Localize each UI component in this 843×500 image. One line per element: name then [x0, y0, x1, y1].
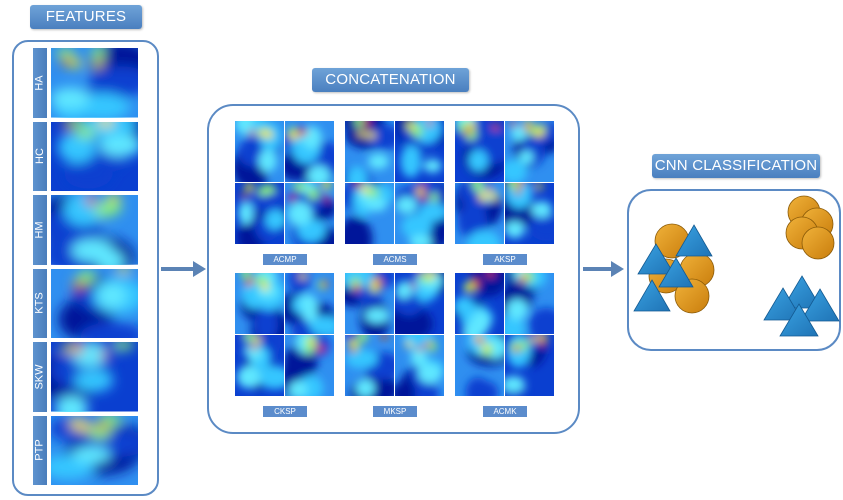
- triangle-shape: [763, 287, 803, 321]
- tile-heatmap-quadrant: [285, 335, 334, 396]
- triangle-shape: [637, 243, 675, 275]
- tile-heatmap-quadrant: [505, 335, 554, 396]
- tile-heatmap-quadrant: [455, 183, 504, 244]
- tile-heatmap-quadrant: [235, 121, 284, 182]
- tile-caption: ACMS: [373, 254, 417, 265]
- classification-title: CNN CLASSIFICATION: [652, 154, 820, 178]
- feature-heatmap: [51, 48, 138, 118]
- tile-heatmap-quadrant: [505, 273, 554, 334]
- feature-heatmap: [51, 342, 138, 412]
- feature-label: HC: [33, 121, 47, 191]
- tile-heatmap-quadrant: [285, 121, 334, 182]
- tile-heatmap-quadrant: [285, 273, 334, 334]
- tile-heatmap-quadrant: [345, 183, 394, 244]
- feature-label: HM: [33, 195, 47, 265]
- feature-label: KTS: [33, 268, 47, 338]
- triangle-shape: [633, 279, 671, 312]
- triangle-shape: [782, 275, 822, 309]
- circle-shape: [674, 278, 710, 314]
- tile-heatmap-quadrant: [395, 121, 444, 182]
- concatenation-title: CONCATENATION: [312, 68, 469, 92]
- tile-heatmap-quadrant: [235, 273, 284, 334]
- tile-heatmap-quadrant: [505, 121, 554, 182]
- tile-caption: MKSP: [373, 406, 417, 417]
- feature-heatmap: [51, 195, 138, 265]
- circle-shape: [801, 226, 835, 260]
- tile-heatmap-quadrant: [285, 183, 334, 244]
- tile-caption: ACMK: [483, 406, 527, 417]
- triangle-shape: [658, 257, 694, 288]
- tile-caption: AKSP: [483, 254, 527, 265]
- tile-heatmap-quadrant: [455, 121, 504, 182]
- feature-heatmap: [51, 121, 138, 191]
- tile-heatmap-quadrant: [505, 183, 554, 244]
- triangle-cluster: [763, 275, 840, 337]
- triangle-shape: [675, 224, 713, 257]
- tile-heatmap-quadrant: [455, 273, 504, 334]
- tile-heatmap-quadrant: [235, 335, 284, 396]
- tile-heatmap-quadrant: [345, 273, 394, 334]
- triangle-shape: [779, 303, 819, 337]
- arrow-features-to-concatenation: [161, 261, 206, 277]
- circle-cluster: [785, 195, 835, 260]
- tile-heatmap-quadrant: [345, 335, 394, 396]
- tile-heatmap-quadrant: [455, 335, 504, 396]
- feature-label: HA: [33, 48, 47, 118]
- tile-heatmap-quadrant: [395, 335, 444, 396]
- feature-label: SKW: [33, 342, 47, 412]
- feature-heatmap: [51, 415, 138, 485]
- tile-caption: CKSP: [263, 406, 307, 417]
- tile-heatmap-quadrant: [235, 183, 284, 244]
- triangle-shape: [800, 288, 840, 322]
- tile-caption: ACMP: [263, 254, 307, 265]
- arrow-concatenation-to-classification: [583, 261, 624, 277]
- feature-label: PTP: [33, 415, 47, 485]
- mixed-cluster: [633, 223, 715, 314]
- tile-heatmap-quadrant: [395, 183, 444, 244]
- tile-heatmap-quadrant: [345, 121, 394, 182]
- tile-heatmap-quadrant: [395, 273, 444, 334]
- features-title: FEATURES: [30, 5, 142, 29]
- feature-heatmap: [51, 268, 138, 338]
